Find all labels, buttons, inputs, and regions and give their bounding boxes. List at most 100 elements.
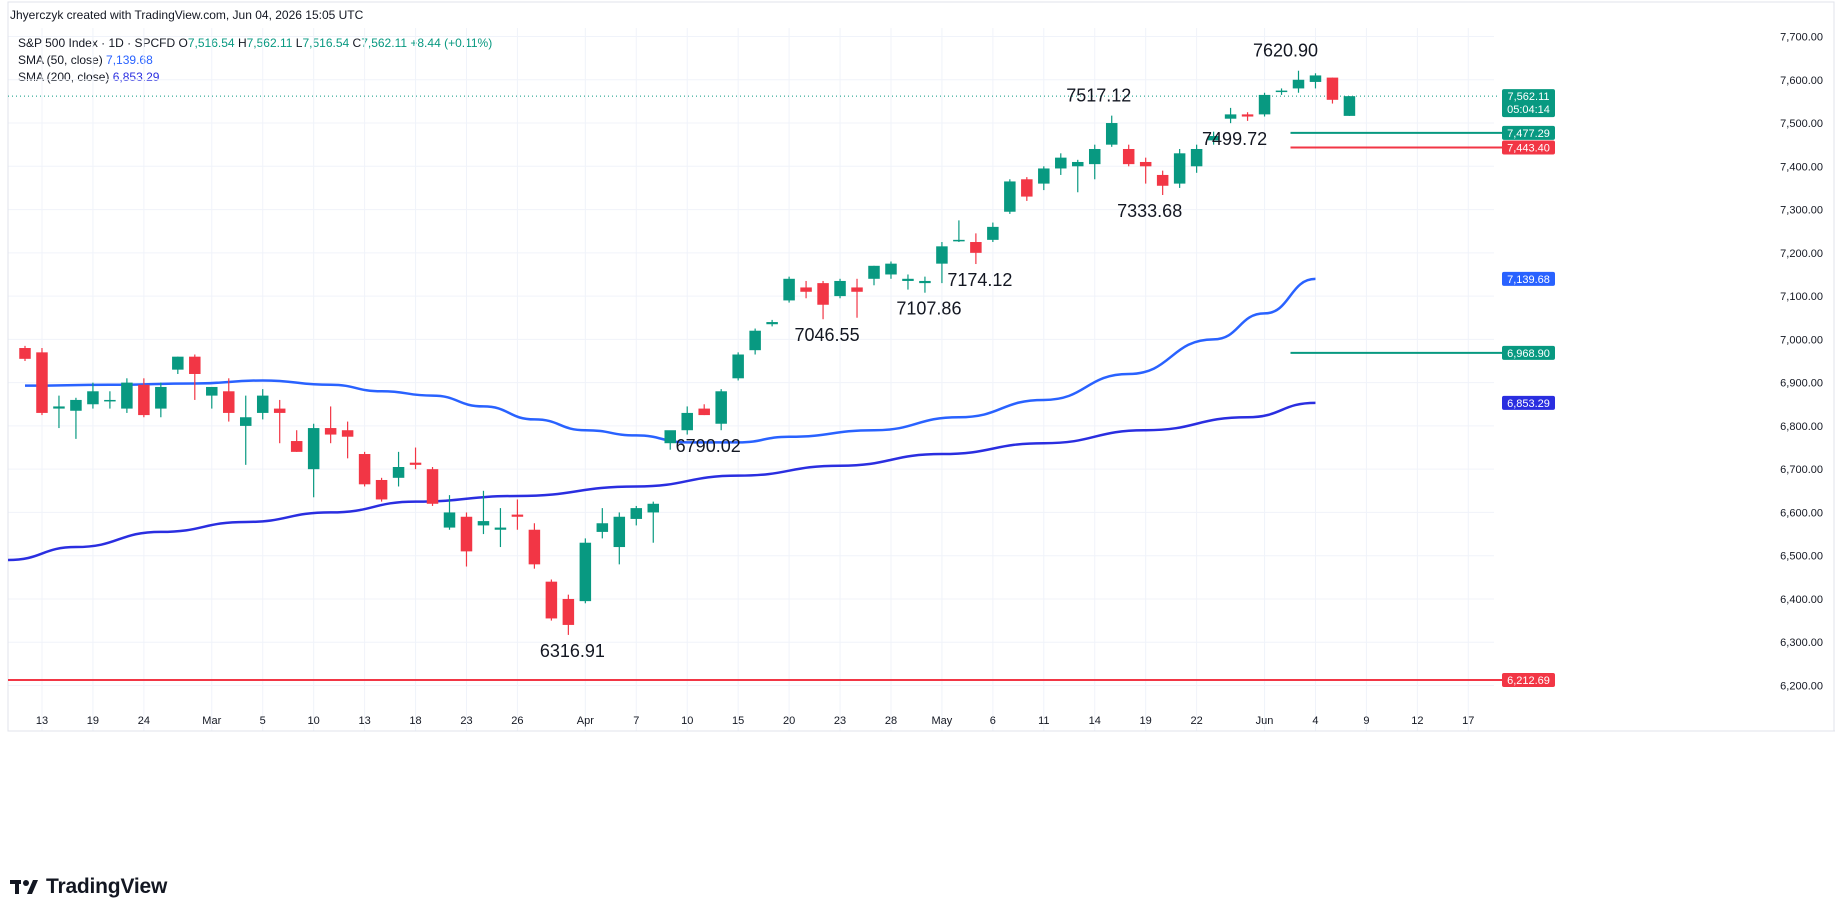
candle-body	[1021, 179, 1033, 197]
candle-body	[783, 278, 795, 301]
candle-body	[630, 508, 643, 519]
candle	[392, 451, 405, 487]
time-tick-label: 6	[990, 715, 996, 727]
candle-body	[579, 542, 592, 602]
time-tick-label: 28	[885, 715, 897, 727]
price-tick-label: 7,300.00	[1780, 205, 1823, 217]
candle	[919, 276, 931, 293]
candle-body	[239, 417, 252, 426]
time-tick-label: 19	[87, 715, 99, 727]
candle	[1055, 153, 1067, 175]
candle-body	[953, 239, 965, 242]
time-tick-label: 23	[460, 715, 472, 727]
time-tick-label: 22	[1190, 715, 1202, 727]
candle-body	[189, 356, 201, 374]
candle	[511, 499, 524, 530]
open-value: 7,516.54	[187, 36, 235, 50]
candle-body	[1139, 161, 1152, 167]
price-annotation: 7174.12	[947, 270, 1012, 290]
candle-body	[494, 527, 507, 530]
candle-body	[1004, 181, 1016, 212]
legend-sma200-row[interactable]: SMA (200, close) 6,853.29	[18, 69, 492, 86]
candle-body	[1258, 94, 1271, 115]
candle	[256, 389, 269, 420]
time-tick-label: 7	[633, 715, 639, 727]
candle	[1088, 144, 1101, 180]
price-tick-label: 7,100.00	[1780, 291, 1823, 303]
candle	[36, 348, 48, 416]
legend-sma50-row[interactable]: SMA (50, close) 7,139.68	[18, 52, 492, 69]
price-axis-tag	[1502, 89, 1555, 118]
price-axis: 7,700.00 7,600.00 7,500.00 7,400.00 7,300.00…	[1780, 32, 1823, 693]
candle-body	[1072, 161, 1084, 167]
candle-body	[19, 348, 31, 359]
candle	[885, 261, 897, 279]
candle	[206, 386, 218, 409]
candle	[545, 579, 558, 621]
time-tick-label: 20	[783, 715, 795, 727]
time-tick-label: 17	[1462, 715, 1474, 727]
legend-ohlc-row[interactable]: S&P 500 Index · 1D · SPCFD O7,516.54 H7,…	[18, 35, 492, 52]
candle-body	[528, 529, 541, 565]
candle	[87, 382, 99, 409]
candle-body	[545, 581, 558, 619]
candle	[766, 319, 778, 327]
candle	[138, 378, 150, 418]
high-value: 7,562.11	[246, 36, 293, 50]
candle-body	[1156, 174, 1169, 186]
price-tick-label: 6,900.00	[1780, 378, 1823, 390]
candle-body	[562, 598, 575, 625]
candle	[189, 354, 201, 400]
candle-body	[1292, 79, 1305, 89]
candle	[800, 280, 812, 299]
time-tick-label: 15	[732, 715, 744, 727]
candle	[1173, 148, 1186, 188]
candle	[358, 451, 371, 487]
candle	[1004, 179, 1016, 214]
candle	[1258, 92, 1271, 117]
candle	[749, 328, 761, 355]
price-annotations: 6316.91 6790.02 7046.55 7107.86 7174.12 7517.…	[540, 41, 1318, 661]
candle	[902, 274, 914, 290]
candle	[647, 501, 660, 543]
candle	[1207, 131, 1220, 145]
candle	[1105, 115, 1118, 147]
candle	[698, 404, 710, 416]
candle-body	[1207, 136, 1220, 141]
time-tick-label: 26	[511, 715, 523, 727]
candles	[19, 70, 1356, 635]
candle	[987, 222, 999, 243]
candle-body	[749, 330, 761, 351]
time-tick-label: 13	[358, 715, 370, 727]
candle	[1309, 73, 1322, 89]
price-axis-tag-label: 6,968.90	[1507, 348, 1550, 360]
brand-footer: TradingView	[10, 875, 167, 899]
time-tick-label: 13	[36, 715, 48, 727]
candle	[172, 356, 184, 374]
price-annotation: 7333.68	[1117, 201, 1182, 221]
candle	[409, 447, 422, 470]
candle	[239, 395, 252, 465]
candle	[290, 430, 303, 452]
candle	[223, 378, 235, 422]
candle	[426, 467, 439, 506]
candle	[1241, 112, 1254, 121]
price-axis-tag	[1502, 140, 1555, 155]
candle-body	[1088, 148, 1101, 165]
candle	[868, 265, 880, 286]
candle	[1292, 70, 1305, 93]
candle-body	[70, 399, 82, 411]
candle-body	[290, 441, 303, 452]
candle	[1343, 96, 1356, 116]
open-label: O	[178, 36, 188, 50]
candle-body	[155, 386, 167, 409]
candle-body	[936, 246, 948, 264]
tradingview-logo-icon	[10, 880, 38, 894]
candle-body	[698, 408, 710, 416]
sma50-value: 7,139.68	[106, 53, 153, 67]
time-tick-label: 11	[1038, 715, 1049, 727]
symbol-name[interactable]: S&P 500 Index · 1D · SPCFD	[18, 36, 176, 50]
candle-body	[392, 467, 405, 478]
candle	[477, 490, 490, 535]
